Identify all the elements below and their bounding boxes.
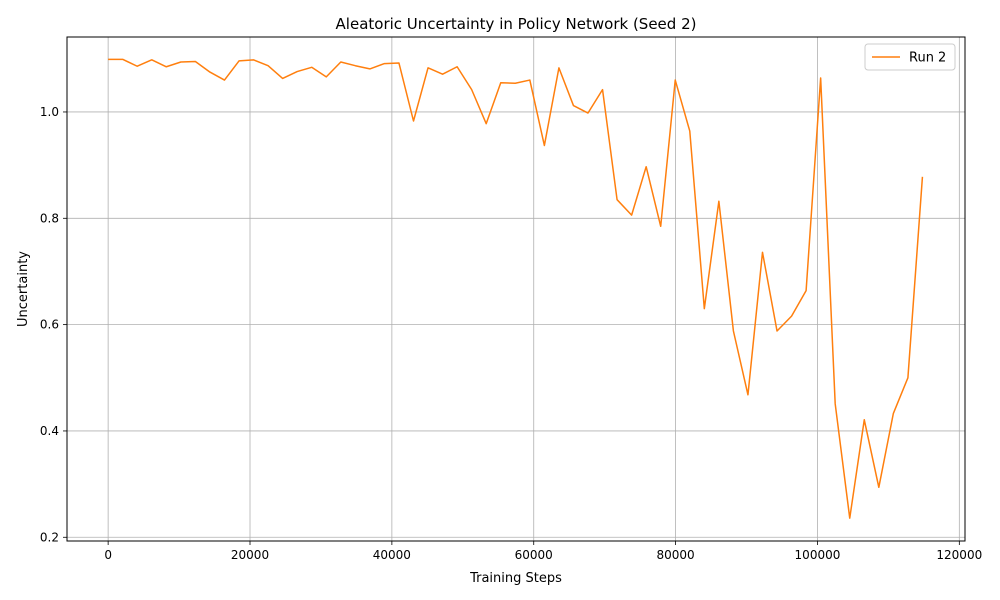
legend: Run 2 — [864, 43, 956, 71]
x-axis-label: Training Steps — [469, 571, 562, 586]
y-axis-label: Uncertainty — [16, 251, 31, 327]
series-line-run-2 — [108, 58, 924, 519]
legend-label-run-2: Run 2 — [909, 51, 946, 66]
plot-area-frame — [66, 36, 966, 542]
x-tick-label: 80000 — [657, 548, 695, 562]
axis-ticks: 0 20000 40000 60000 80000 100000 120000 0.2 0.4 0… — [40, 105, 982, 562]
series-layer — [108, 58, 924, 519]
x-tick-label: 40000 — [373, 548, 411, 562]
y-tick-label: 0.6 — [40, 318, 59, 332]
x-tick-label: 60000 — [515, 548, 553, 562]
y-tick-label: 0.4 — [40, 424, 59, 438]
x-tick-label: 0 — [104, 548, 112, 562]
x-tick-label: 100000 — [795, 548, 841, 562]
y-tick-label: 1.0 — [40, 105, 59, 119]
chart-title: Aleatoric Uncertainty in Policy Network … — [336, 15, 697, 33]
x-tick-label: 120000 — [936, 548, 982, 562]
y-tick-label: 0.2 — [40, 530, 59, 544]
legend-box — [864, 43, 956, 71]
x-tick-label: 20000 — [231, 548, 269, 562]
y-tick-label: 0.8 — [40, 211, 59, 225]
